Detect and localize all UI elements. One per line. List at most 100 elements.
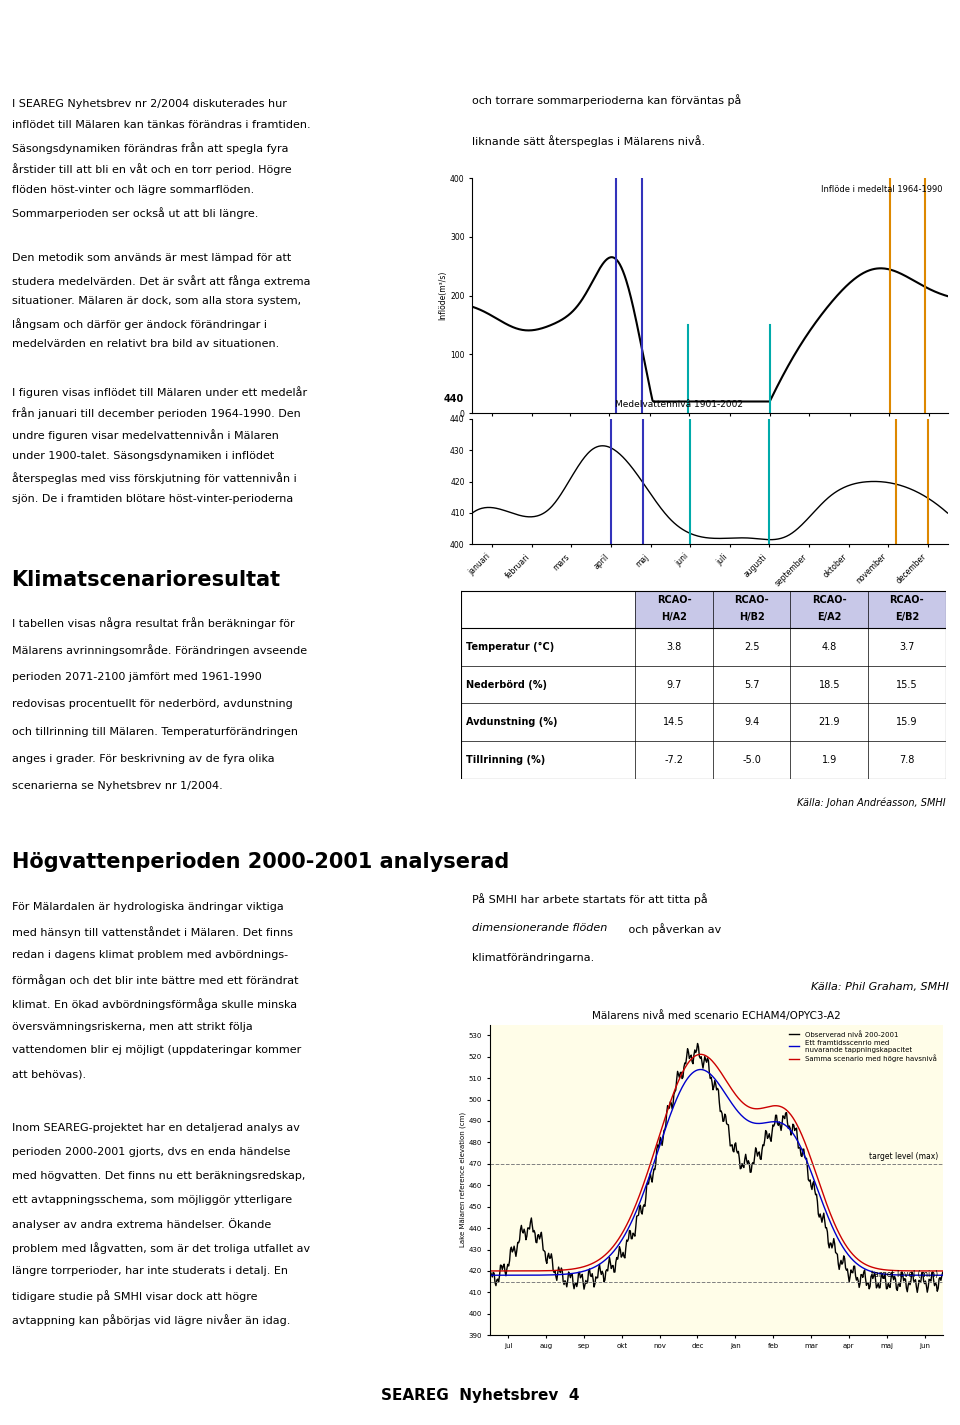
Text: Säsongsdynamiken förändras från att spegla fyra: Säsongsdynamiken förändras från att speg… [12,141,288,154]
Text: -5.0: -5.0 [742,755,761,765]
Text: 18.5: 18.5 [819,680,840,690]
Text: target level (max): target level (max) [869,1151,938,1161]
Text: inflödet till Mälaren kan tänkas förändras i framtiden.: inflödet till Mälaren kan tänkas förändr… [12,120,310,130]
Text: Nederbörd (%): Nederbörd (%) [466,680,546,690]
Text: 14.5: 14.5 [663,717,684,727]
Text: ett avtappningsschema, som möjliggör ytterligare: ett avtappningsschema, som möjliggör ytt… [12,1194,292,1204]
Text: perioden 2000-2001 gjorts, dvs en enda händelse: perioden 2000-2001 gjorts, dvs en enda h… [12,1147,290,1157]
Ett framtidsscenrio med
nuvarande tappningskapacitet [700,1062,711,1079]
Samma scenario med högre havsnivå [927,1263,939,1280]
Text: En viktig faktor för hur Mälarens nivå blir i framtiden är inflödet till sjön.: En viktig faktor för hur Mälarens nivå b… [12,68,436,81]
Text: -7.2: -7.2 [664,755,684,765]
Bar [461,704,636,741]
Text: Högvattenperioden 2000-2001 analyserad: Högvattenperioden 2000-2001 analyserad [12,852,509,872]
Text: Källa: Johan Andréasson, SMHI: Källa: Johan Andréasson, SMHI [797,797,946,808]
Ett framtidsscenrio med
nuvarande tappningskapacitet [694,1062,706,1079]
Text: situationer. Mälaren är dock, som alla stora system,: situationer. Mälaren är dock, som alla s… [12,296,300,306]
Bar [461,665,636,704]
Text: RCAO-: RCAO- [812,596,847,606]
Text: flöden höst-vinter och lägre sommarflöden.: flöden höst-vinter och lägre sommarflöde… [12,185,253,195]
Text: under 1900-talet. Säsongsdynamiken i inflödet: under 1900-talet. Säsongsdynamiken i inf… [12,450,274,460]
Line: Samma scenario med högre havsnivå: Samma scenario med högre havsnivå [490,1054,943,1271]
Text: Medelvattennivå 1901-2002: Medelvattennivå 1901-2002 [614,400,743,409]
Text: H/B2: H/B2 [739,613,764,623]
Title: Mälarens nivå med scenario ECHAM4/OPYC3-A2: Mälarens nivå med scenario ECHAM4/OPYC3-… [591,1010,841,1022]
Text: 15.5: 15.5 [896,680,918,690]
Ett framtidsscenrio med
nuvarande tappningskapacitet [484,1267,495,1284]
Text: perioden 2071-2100 jämfört med 1961-1990: perioden 2071-2100 jämfört med 1961-1990 [12,671,261,681]
Bar [713,704,790,741]
Text: medelvärden en relativt bra bild av situationen.: medelvärden en relativt bra bild av situ… [12,339,278,349]
Text: Avdunstning (%): Avdunstning (%) [466,717,557,727]
Bar [636,704,713,741]
Text: liknande sätt återspeglas i Mälarens nivå.: liknande sätt återspeglas i Mälarens niv… [472,135,706,147]
Observerad nivå 200-2001 [484,1271,495,1288]
Bar [790,591,868,628]
Text: 9.4: 9.4 [744,717,759,727]
Text: problem med lågvatten, som är det troliga utfallet av: problem med lågvatten, som är det trolig… [12,1243,310,1254]
Bar [790,628,868,665]
Ett framtidsscenrio med
nuvarande tappningskapacitet [703,1064,714,1082]
Samma scenario med högre havsnivå [700,1047,711,1064]
Text: H/A2: H/A2 [661,613,687,623]
Samma scenario med högre havsnivå [484,1263,495,1280]
Ett framtidsscenrio med
nuvarande tappningskapacitet [755,1114,766,1131]
Text: redan i dagens klimat problem med avbördnings-: redan i dagens klimat problem med avbörd… [12,950,288,960]
Text: tidigare studie på SMHI visar dock att högre: tidigare studie på SMHI visar dock att h… [12,1290,257,1302]
Text: årstider till att bli en våt och en torr period. Högre: årstider till att bli en våt och en torr… [12,164,291,175]
Legend: Observerad nivå 200-2001, Ett framtidsscenrio med
nuvarande tappningskapacitet, : Observerad nivå 200-2001, Ett framtidssc… [786,1027,939,1064]
Text: Day No.: Day No. [693,439,727,449]
Text: Inflödets säsongsdynamik påverkar Mälarens nivå: Inflödets säsongsdynamik påverkar Mälare… [12,16,621,38]
Text: klimatförändringarna.: klimatförändringarna. [472,953,594,963]
Text: På SMHI har arbete startats för att titta på: På SMHI har arbete startats för att titt… [472,893,708,905]
Text: och påverkan av: och påverkan av [625,923,721,935]
Bar [713,628,790,665]
Text: I tabellen visas några resultat från beräkningar för: I tabellen visas några resultat från ber… [12,617,294,628]
Samma scenario med högre havsnivå [703,1049,714,1066]
Bar [790,665,868,704]
Text: target level (min): target level (min) [871,1270,938,1278]
Text: RCAO-: RCAO- [734,596,769,606]
Text: Klimatscenarioresultat: Klimatscenarioresultat [12,570,280,590]
Text: översvämningsriskerna, men att strikt följa: översvämningsriskerna, men att strikt fö… [12,1022,252,1032]
Text: klimat. En ökad avbördningsförmåga skulle minska: klimat. En ökad avbördningsförmåga skull… [12,997,297,1010]
Observerad nivå 200-2001 [856,1267,868,1284]
Text: Temperatur (°C): Temperatur (°C) [466,643,554,653]
Text: E/B2: E/B2 [895,613,919,623]
Bar [636,741,713,778]
Bar [868,741,946,778]
Text: 9.7: 9.7 [666,680,682,690]
Samma scenario med högre havsnivå [937,1263,948,1280]
Line: Observerad nivå 200-2001: Observerad nivå 200-2001 [490,1043,943,1292]
Line: Ett framtidsscenrio med
nuvarande tappningskapacitet: Ett framtidsscenrio med nuvarande tappni… [490,1070,943,1275]
Bar [636,591,713,628]
Text: undre figuren visar medelvattennivån i Mälaren: undre figuren visar medelvattennivån i M… [12,429,278,440]
Text: 3.8: 3.8 [666,643,682,653]
Text: återspeglas med viss förskjutning för vattennivån i: återspeglas med viss förskjutning för va… [12,472,297,484]
Text: redovisas procentuellt för nederbörd, avdunstning: redovisas procentuellt för nederbörd, av… [12,700,292,710]
Text: 1.9: 1.9 [822,755,837,765]
Text: från januari till december perioden 1964-1990. Den: från januari till december perioden 1964… [12,408,300,419]
Text: Inflöde i medeltal 1964-1990: Inflöde i medeltal 1964-1990 [821,185,943,194]
Text: Den metodik som används är mest lämpad för att: Den metodik som används är mest lämpad f… [12,254,291,264]
Y-axis label: Inflöde(m³/s): Inflöde(m³/s) [439,271,447,321]
Text: sjön. De i framtiden blötare höst-vinter-perioderna: sjön. De i framtiden blötare höst-vinter… [12,494,293,504]
Samma scenario med högre havsnivå [755,1100,766,1117]
Text: med hänsyn till vattenståndet i Mälaren. Det finns: med hänsyn till vattenståndet i Mälaren.… [12,926,293,938]
Bar [713,741,790,778]
Text: Inom SEAREG-projektet har en detaljerad analys av: Inom SEAREG-projektet har en detaljerad … [12,1123,300,1133]
Text: 15.9: 15.9 [896,717,918,727]
Text: RCAO-: RCAO- [890,596,924,606]
Bar [461,628,636,665]
Text: I figuren visas inflödet till Mälaren under ett medelår: I figuren visas inflödet till Mälaren un… [12,386,306,398]
Text: förmågan och det blir inte bättre med ett förändrat: förmågan och det blir inte bättre med et… [12,973,298,986]
Bar [790,741,868,778]
Text: dimensionerande flöden: dimensionerande flöden [472,923,608,933]
Text: 5.7: 5.7 [744,680,759,690]
Text: 4.8: 4.8 [822,643,837,653]
Observerad nivå 200-2001 [755,1150,766,1167]
Bar [868,704,946,741]
Observerad nivå 200-2001 [692,1035,704,1052]
Text: Sommarperioden ser också ut att bli längre.: Sommarperioden ser också ut att bli läng… [12,207,258,218]
Text: Mälarens avrinningsområde. Förändringen avseende: Mälarens avrinningsområde. Förändringen … [12,644,306,657]
